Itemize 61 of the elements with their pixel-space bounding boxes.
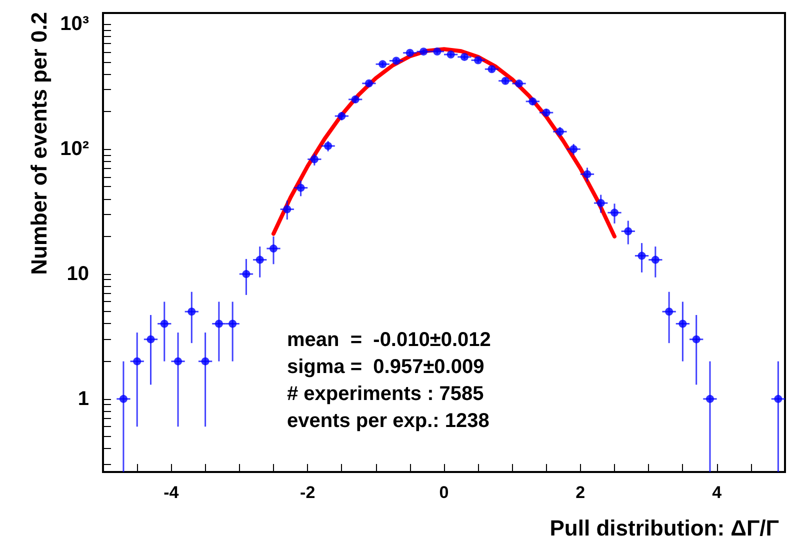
x-tick-label: -4: [164, 483, 180, 502]
point: [501, 76, 510, 85]
y-tick-label: 10: [66, 263, 89, 286]
point: [692, 335, 700, 344]
point: [528, 97, 537, 106]
point: [515, 80, 524, 88]
point: [460, 52, 468, 61]
point: [665, 308, 674, 316]
point: [420, 48, 428, 56]
point: [310, 155, 318, 164]
point: [242, 270, 250, 278]
annotation: sigma = 0.957±0.009: [287, 356, 484, 378]
point: [283, 205, 292, 214]
x-tick-label: 0: [439, 483, 449, 502]
point: [364, 79, 373, 88]
point: [542, 108, 550, 117]
point: [214, 320, 223, 328]
point: [133, 357, 142, 366]
x-tick-label: 4: [712, 483, 722, 502]
point: [706, 394, 714, 403]
x-tick-label: -2: [300, 483, 316, 502]
line-series: [272, 47, 616, 238]
point: [296, 184, 305, 192]
y-tick-label: 10³: [60, 13, 90, 36]
point: [446, 50, 455, 59]
point: [228, 320, 237, 328]
point: [188, 308, 196, 316]
point: [338, 112, 346, 120]
point: [556, 128, 564, 136]
point: [406, 48, 414, 57]
point: [570, 145, 578, 154]
point: [160, 320, 168, 328]
x-tick-label: 2: [576, 483, 586, 502]
point: [324, 142, 332, 150]
point: [270, 244, 278, 253]
point: [201, 357, 210, 366]
point: [392, 56, 400, 65]
point: [624, 227, 632, 236]
point: [474, 56, 482, 64]
y-tick-label: 1: [78, 388, 89, 410]
point: [651, 256, 660, 264]
annotation: mean = -0.010±0.012: [287, 329, 491, 351]
point: [488, 65, 496, 74]
annotation: events per exp.: 1238: [287, 410, 490, 432]
annotation: # experiments : 7585: [287, 383, 484, 405]
point: [774, 394, 782, 403]
point: [351, 95, 360, 104]
point: [433, 47, 442, 56]
x-axis-title: Pull distribution: ΔΓ/Γ: [550, 516, 780, 540]
point: [119, 394, 128, 403]
point: [596, 199, 605, 208]
point: [174, 357, 182, 366]
point: [583, 170, 592, 178]
point: [638, 252, 646, 260]
point: [146, 335, 155, 344]
point: [610, 208, 618, 217]
point: [378, 60, 387, 68]
point: [678, 320, 687, 328]
point: [256, 256, 264, 264]
y-axis-title: Number of events per 0.2: [26, 12, 52, 275]
y-tick-label: 10²: [60, 138, 90, 160]
